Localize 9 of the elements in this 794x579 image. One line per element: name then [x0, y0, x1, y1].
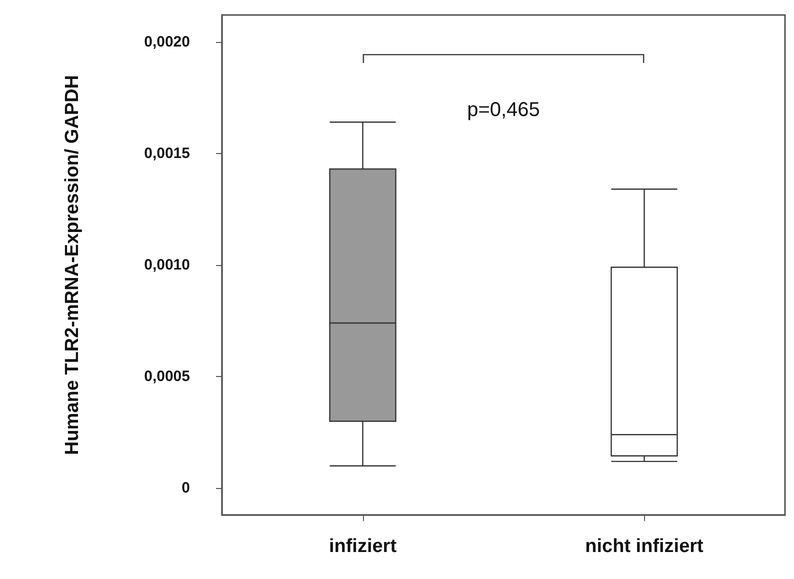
y-tick-label: 0,0015 [144, 144, 190, 162]
y-tick-label: 0 [182, 480, 190, 497]
y-axis-title: Humane TLR2-mRNA-Expression/ GAPDH [62, 74, 83, 456]
annotation: p=0,465 [467, 99, 540, 121]
x-tick-label: nicht infiziert [585, 536, 704, 557]
y-tick-label: 0,0010 [144, 256, 190, 274]
x-tick-label: infiziert [328, 536, 398, 557]
y-tick-label: 0,0020 [144, 33, 190, 50]
y-tick-label: 0,0005 [144, 368, 190, 386]
